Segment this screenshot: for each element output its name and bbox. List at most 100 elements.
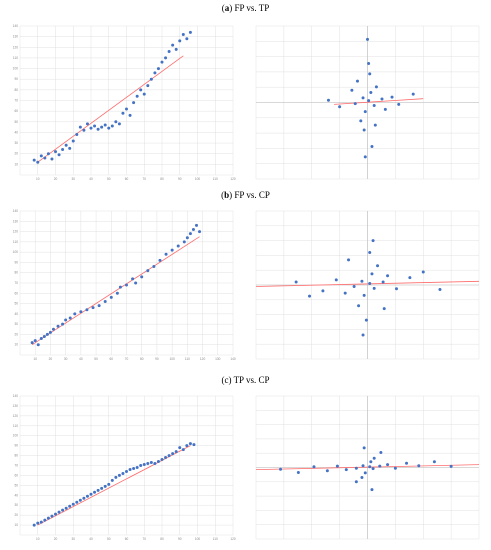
y-tick-label: 70: [14, 281, 18, 285]
y-tick-label: 100: [13, 67, 19, 71]
data-point: [372, 286, 376, 290]
data-point: [100, 486, 104, 490]
y-tick-label: 10: [14, 523, 18, 527]
data-point: [54, 150, 57, 154]
y-tick-label: 20: [14, 152, 18, 156]
data-point: [344, 468, 348, 472]
data-point: [79, 310, 83, 314]
scatter-fp-tp-levels: 10 20 30 40 50 60 70 80 90 100 110 120 10 20 30 40 50 60 7…: [13, 24, 236, 181]
data-point: [125, 283, 128, 287]
data-point: [91, 306, 95, 310]
y-tick-label: 110: [13, 240, 18, 244]
data-point: [39, 154, 43, 158]
scatter-fp-tp-changes: [255, 25, 480, 180]
data-point: [107, 126, 111, 130]
y-tick-label: 80: [14, 88, 18, 92]
data-point: [134, 281, 138, 285]
y-tick-label: 120: [13, 45, 19, 49]
y-tick-label: 20: [14, 513, 18, 517]
x-tick-label: 140: [230, 357, 236, 361]
y-tick-label: 40: [14, 130, 18, 134]
data-point: [68, 504, 72, 508]
data-point: [118, 285, 122, 289]
x-tick-label: 80: [140, 357, 144, 361]
y-tick-label: 10: [14, 343, 18, 347]
data-point: [370, 488, 374, 492]
data-point: [158, 258, 162, 262]
data-point: [350, 88, 354, 92]
data-point: [357, 304, 361, 308]
data-point: [386, 274, 390, 278]
data-point: [368, 250, 372, 254]
data-point: [103, 300, 107, 304]
data-point: [146, 84, 150, 88]
data-point: [335, 464, 339, 468]
data-point: [174, 47, 178, 51]
x-tick-label: 30: [64, 357, 68, 361]
x-tick-label: 80: [160, 537, 164, 541]
data-point: [46, 152, 50, 156]
data-point: [379, 450, 383, 454]
data-point: [64, 506, 68, 510]
data-point: [393, 466, 397, 470]
data-point: [176, 244, 180, 248]
trendline: [334, 98, 424, 105]
data-point: [132, 101, 136, 105]
x-tick-label: 60: [125, 177, 129, 181]
y-tick-label: 40: [14, 493, 18, 497]
data-point: [71, 139, 75, 143]
x-tick-label: 60: [110, 357, 114, 361]
data-point: [121, 471, 125, 475]
data-point: [114, 475, 118, 479]
data-point: [89, 492, 93, 496]
data-point: [386, 463, 390, 467]
data-point: [361, 464, 365, 468]
x-tick-label: 60: [125, 537, 129, 541]
x-tick-label: 20: [54, 177, 58, 181]
data-point: [149, 461, 153, 465]
data-point: [82, 496, 86, 500]
data-point: [188, 442, 192, 446]
y-tick-label: 50: [14, 302, 18, 306]
data-point: [149, 77, 153, 81]
y-tick-label: 140: [13, 394, 19, 398]
data-point: [100, 125, 104, 129]
data-point: [103, 123, 107, 127]
data-point: [36, 521, 40, 525]
x-tick-label: 30: [71, 177, 75, 181]
x-tick-label: 40: [89, 537, 93, 541]
x-tick-label: 70: [125, 357, 129, 361]
x-tick-label: 90: [155, 357, 159, 361]
y-tick-label: 70: [14, 464, 18, 468]
data-point: [171, 452, 175, 456]
data-point: [117, 122, 121, 126]
data-point: [378, 464, 382, 468]
data-point: [334, 278, 338, 282]
data-point: [121, 111, 125, 115]
data-point: [56, 324, 60, 328]
y-tick-label: 140: [13, 24, 19, 28]
data-point: [363, 155, 367, 159]
data-point: [381, 280, 385, 284]
data-point: [411, 92, 415, 96]
data-point: [128, 113, 132, 117]
x-tick-label: 10: [36, 177, 40, 181]
data-point: [57, 153, 61, 157]
data-point: [85, 308, 89, 312]
y-tick-label: 50: [14, 483, 18, 487]
data-point: [71, 502, 75, 506]
y-tick-label: 70: [14, 99, 18, 103]
data-point: [185, 444, 189, 448]
data-point: [36, 160, 40, 164]
data-point: [354, 466, 358, 470]
data-point: [325, 469, 329, 473]
data-point: [171, 43, 175, 47]
y-tick-label: 90: [14, 260, 18, 264]
data-point: [78, 125, 82, 129]
data-point: [89, 126, 93, 130]
data-point: [368, 282, 372, 286]
y-tick-label: 10: [14, 162, 18, 166]
y-tick-label: 90: [14, 77, 18, 81]
trendline: [31, 236, 200, 346]
data-point: [366, 37, 369, 41]
